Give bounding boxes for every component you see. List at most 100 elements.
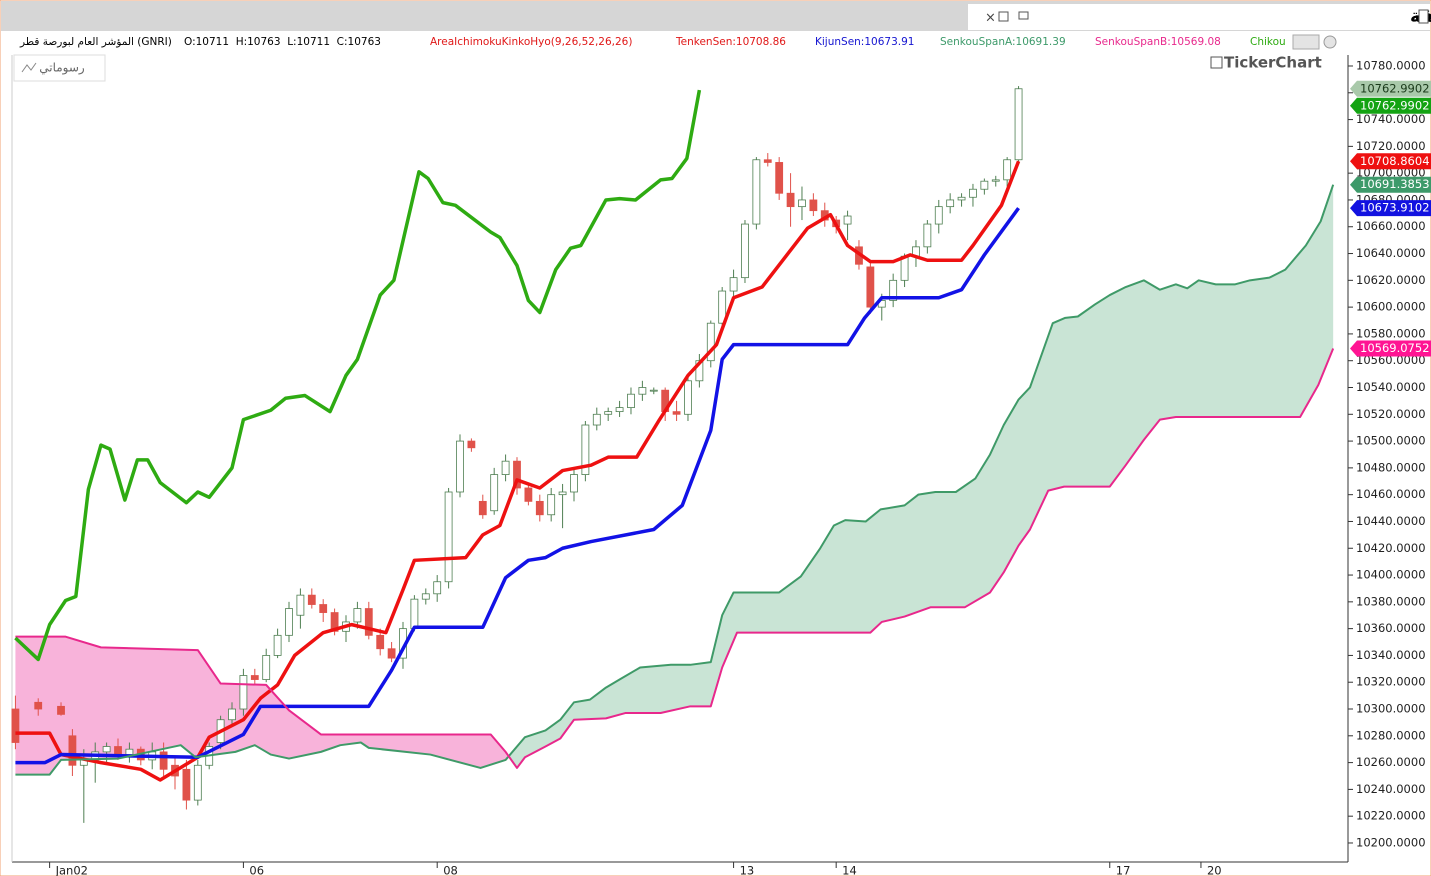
candle-body [547, 494, 556, 516]
candle-body [410, 598, 419, 630]
candle-body [319, 604, 328, 613]
y-tick-label: 10320.0000 [1356, 675, 1426, 689]
candle-body [638, 387, 647, 395]
candle-body [273, 634, 282, 656]
candle-body [228, 708, 236, 721]
candle-body [353, 608, 362, 623]
symbol-label: المؤشر العام لبورصة قطر (GNRI) [19, 36, 172, 48]
candle-body [957, 196, 966, 201]
candle-body [34, 701, 43, 710]
span-a-label: SenkouSpanA:10691.39 [940, 36, 1066, 48]
candle-body [501, 460, 510, 475]
detach-button[interactable] [1018, 11, 1029, 20]
x-tick-label: Jan02 [55, 864, 88, 876]
y-tick-label: 10620.0000 [1356, 273, 1426, 287]
candle-body [604, 411, 613, 415]
y-tick-label: 10420.0000 [1356, 541, 1426, 555]
drawings-button-label: رسوماتي [39, 61, 85, 76]
y-tick-label: 10740.0000 [1356, 112, 1426, 126]
candle-body [684, 380, 692, 415]
title-box [968, 4, 1430, 30]
candle-body [444, 491, 453, 583]
y-tick-label: 10500.0000 [1356, 434, 1426, 448]
candle-body [490, 474, 499, 512]
candle-body [729, 277, 738, 292]
y-tick-label: 10540.0000 [1356, 380, 1426, 394]
y-tick-label: 10200.0000 [1356, 835, 1426, 849]
candle-body [649, 389, 658, 392]
price-tag [1350, 80, 1431, 97]
indicator-line [15, 207, 1020, 765]
candle-body [980, 180, 989, 190]
candle-body [387, 648, 396, 659]
candle-body [159, 751, 168, 770]
candle-body [672, 411, 681, 415]
y-tick-label: 10240.0000 [1356, 782, 1426, 796]
y-tick-label: 10440.0000 [1356, 514, 1426, 528]
restore-button[interactable] [998, 11, 1009, 22]
x-tick-label: 13 [740, 864, 755, 876]
candle-body [535, 500, 544, 516]
candle-body [467, 440, 476, 449]
candle-body [706, 322, 715, 362]
candle-body [843, 215, 852, 225]
y-tick-label: 10260.0000 [1356, 755, 1426, 769]
cloud-area [509, 184, 1334, 768]
candle-body [798, 199, 806, 208]
chikou-label: Chikou [1250, 36, 1286, 48]
candle-body [627, 393, 635, 408]
indicator-line [15, 348, 1335, 769]
candle-body [250, 675, 259, 680]
y-tick-label: 10360.0000 [1356, 621, 1426, 635]
y-tick-label: 10220.0000 [1356, 809, 1426, 823]
y-tick-label: 10400.0000 [1356, 568, 1426, 582]
candle-body [239, 675, 248, 710]
candle-body [615, 407, 624, 413]
y-tick-label: 10580.0000 [1356, 326, 1426, 340]
indicator-label: AreaIchimokuKinkoHyo(9,26,52,26,26) [430, 36, 632, 48]
drawings-button[interactable] [13, 54, 106, 82]
candle-body [969, 188, 977, 198]
candle-body [991, 179, 1000, 182]
price-tag-label: 10569.0752 [1360, 341, 1430, 355]
candle-body [125, 748, 134, 755]
price-tag-label: 10708.8604 [1360, 154, 1430, 168]
candle-body [57, 705, 65, 715]
candle-body [558, 491, 567, 496]
close-button[interactable]: × [985, 11, 996, 26]
watermark-icon [1210, 56, 1223, 69]
candle-body [741, 223, 749, 279]
candle-body [296, 594, 305, 616]
price-tag-label: 10673.9102 [1360, 201, 1430, 215]
indicator-line [14, 89, 702, 662]
y-tick-label: 10600.0000 [1356, 300, 1426, 314]
candle-body [809, 199, 818, 212]
drawings-icon [21, 62, 37, 73]
watermark: TickerChart [1224, 54, 1322, 72]
x-tick-label: 14 [842, 864, 857, 876]
y-tick-label: 10280.0000 [1356, 728, 1426, 742]
panel-settings[interactable] [1323, 35, 1337, 49]
price-tag [1350, 340, 1431, 357]
y-tick-label: 10300.0000 [1356, 702, 1426, 716]
candle-body [866, 266, 875, 308]
price-tag-label: 10762.9902 [1360, 98, 1430, 112]
checkbox[interactable] [1418, 9, 1429, 24]
indicator-line [15, 184, 1335, 776]
candle-body [330, 612, 339, 632]
price-tag-label: 10762.9902 [1360, 81, 1430, 95]
price-tag [1350, 176, 1431, 193]
panel-maximize[interactable] [1292, 34, 1320, 50]
ohlc-label: O:10711 H:10763 L:10711 C:10763 [184, 36, 381, 48]
y-tick-label: 10780.0000 [1356, 58, 1426, 72]
candle-body [68, 735, 77, 766]
candle-body [421, 593, 430, 600]
x-tick-label: 17 [1116, 864, 1131, 876]
candle-body [193, 764, 202, 801]
candle-body [718, 290, 727, 324]
candle-body [786, 192, 795, 208]
price-tag [1350, 97, 1431, 114]
y-tick-label: 10660.0000 [1356, 219, 1426, 233]
